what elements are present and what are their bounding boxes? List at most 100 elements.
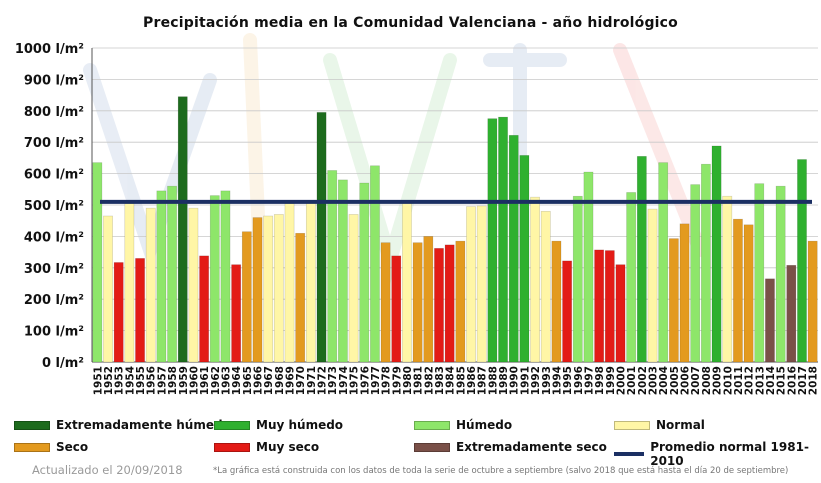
x-tick-label: 2012 [744, 366, 756, 395]
x-tick-label: 1964 [231, 366, 243, 395]
x-tick-label: 2014 [765, 366, 777, 395]
updated-date: Actualizado el 20/09/2018 [32, 463, 183, 477]
legend-item-seco: Seco [14, 440, 88, 454]
legend-item-extremadamente-humedo: Extremadamente húmedo [14, 418, 231, 432]
x-tick-label: 1965 [242, 366, 254, 395]
bar [754, 183, 765, 363]
x-tick-label: 1979 [391, 366, 403, 395]
bar [455, 240, 466, 363]
bar [775, 185, 786, 363]
bar [220, 190, 231, 363]
y-tick-label: 300 l/m² [24, 262, 84, 277]
x-tick-label: 2005 [669, 366, 681, 395]
bar [327, 170, 338, 363]
bar [807, 240, 818, 363]
x-tick-label: 1959 [178, 366, 190, 395]
bar [412, 242, 423, 363]
x-tick-label: 1998 [594, 366, 606, 395]
x-tick-label: 1971 [306, 366, 318, 395]
x-tick-label: 2001 [626, 366, 638, 395]
legend-label: Normal [656, 418, 705, 432]
bar [786, 264, 797, 363]
x-tick-label: 2010 [722, 366, 734, 395]
bar [305, 201, 316, 363]
bar [209, 195, 220, 363]
bar [498, 116, 508, 363]
x-tick-label: 2011 [733, 366, 745, 395]
bar [231, 264, 242, 363]
x-tick-label: 1994 [551, 366, 563, 395]
x-tick-label: 1970 [295, 366, 307, 395]
bar [701, 163, 711, 363]
legend-item-humedo: Húmedo [414, 418, 512, 432]
x-tick-label: 2004 [658, 366, 670, 395]
x-tick-label: 1960 [188, 366, 200, 395]
bar [626, 192, 637, 363]
x-tick-label: 1989 [498, 366, 510, 395]
x-tick-label: 2016 [786, 366, 798, 395]
bar [722, 195, 733, 363]
x-tick-label: 1978 [381, 366, 393, 395]
x-tick-label: 1977 [370, 366, 382, 395]
x-tick-label: 1980 [402, 366, 414, 395]
bar [647, 208, 658, 363]
x-tick-label: 1961 [199, 366, 211, 395]
legend-swatch [14, 420, 50, 430]
x-tick-label: 1984 [445, 366, 457, 395]
legend-swatch [14, 442, 50, 452]
x-tick-label: 1962 [210, 366, 222, 395]
bar [188, 207, 199, 363]
bar [711, 145, 722, 363]
y-tick-label: 600 l/m² [24, 168, 84, 183]
legend-swatch [214, 420, 250, 430]
x-tick-label: 1973 [327, 366, 339, 395]
bar [530, 196, 540, 363]
bar [519, 155, 530, 363]
x-tick-label: 1987 [477, 366, 489, 395]
legend-item-promedio: Promedio normal 1981-2010 [614, 440, 821, 468]
legend-swatch [614, 420, 650, 430]
y-tick-label: 500 l/m² [24, 199, 84, 214]
y-tick-label: 100 l/m² [24, 325, 84, 340]
bar [295, 232, 306, 363]
x-tick-label: 1963 [220, 366, 232, 395]
bar [199, 255, 209, 363]
legend-item-muy-seco: Muy seco [214, 440, 319, 454]
legend-item-muy-humedo: Muy húmedo [214, 418, 343, 432]
bar [359, 182, 370, 363]
bar [690, 184, 701, 363]
x-tick-label: 2009 [712, 366, 724, 395]
x-tick-label: 1990 [509, 366, 521, 395]
bar [604, 250, 615, 363]
bar [615, 264, 626, 363]
bar [668, 238, 679, 363]
legend-item-normal: Normal [614, 418, 705, 432]
bar [679, 223, 690, 363]
x-tick-label: 1951 [92, 366, 104, 395]
bar [177, 96, 188, 363]
x-tick-label: 2003 [648, 366, 660, 395]
bar [263, 215, 274, 363]
bar [797, 159, 807, 363]
bar [252, 217, 263, 363]
x-tick-label: 1995 [562, 366, 574, 395]
x-tick-label: 1985 [455, 366, 467, 395]
y-tick-label: 800 l/m² [24, 105, 84, 120]
x-tick-label: 2008 [701, 366, 713, 395]
legend-label: Extremadamente húmedo [56, 418, 231, 432]
x-tick-label: 1993 [541, 366, 553, 395]
bar [423, 236, 434, 363]
bar [402, 201, 412, 363]
bar [135, 258, 145, 363]
bar [241, 231, 252, 363]
x-tick-label: 1976 [359, 366, 371, 395]
x-tick-label: 2006 [680, 366, 692, 395]
bar [103, 215, 113, 363]
x-tick-label: 2015 [776, 366, 788, 395]
bar [370, 165, 380, 363]
bar [284, 203, 295, 363]
legend-swatch [414, 420, 450, 430]
bar [658, 162, 669, 363]
bar [733, 218, 743, 363]
